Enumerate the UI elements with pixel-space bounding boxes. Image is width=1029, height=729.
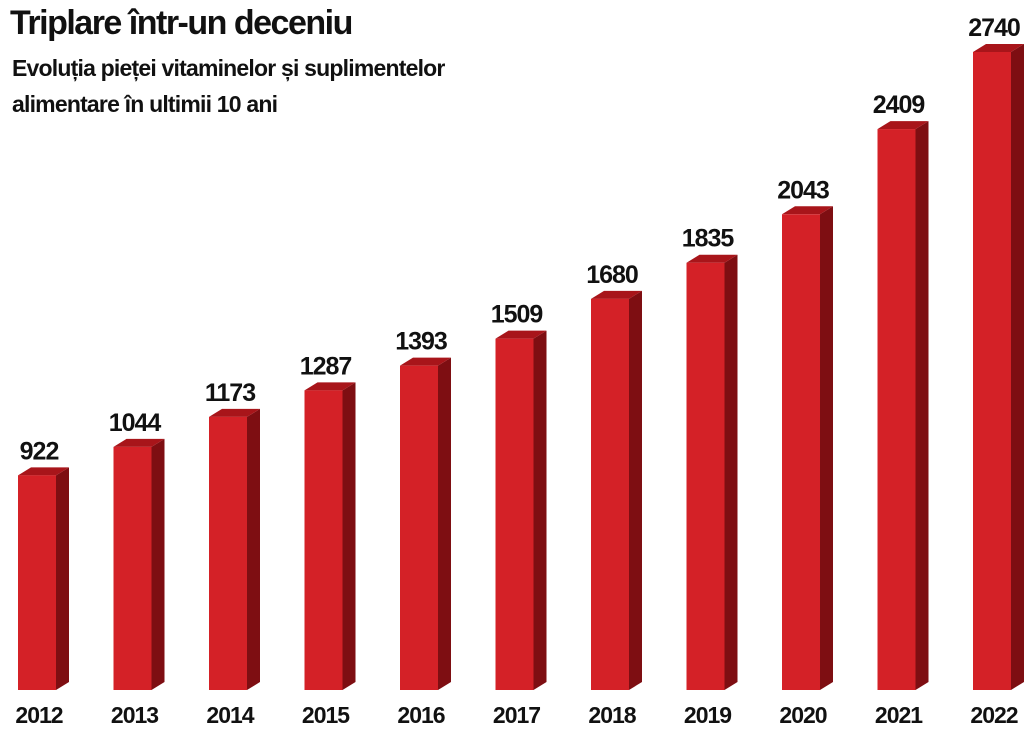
data-label: 2409 — [873, 91, 925, 119]
bar — [113, 438, 165, 690]
bar — [304, 382, 356, 690]
bar-side — [820, 206, 833, 690]
bar-front — [686, 262, 725, 690]
bar-side — [56, 467, 69, 690]
x-tick-label: 2013 — [111, 702, 158, 728]
bar-side — [247, 408, 260, 690]
data-label: 1287 — [300, 352, 352, 380]
bar — [877, 121, 929, 690]
bar-side — [915, 121, 929, 690]
bar-top — [686, 254, 738, 263]
chart-title: Triplare într-un deceniu — [10, 4, 352, 42]
data-label: 1835 — [682, 225, 735, 253]
bar-top — [113, 438, 165, 447]
bar-top — [400, 357, 451, 366]
data-label: 2740 — [968, 14, 1020, 42]
bar-top — [495, 330, 547, 339]
data-label: 1393 — [395, 328, 447, 356]
data-label: 1173 — [205, 379, 255, 407]
x-tick-label: 2014 — [206, 702, 254, 728]
bar-side — [342, 382, 356, 690]
x-tick-label: 2016 — [397, 702, 444, 728]
x-tick-label: 2021 — [875, 702, 923, 728]
x-tick-label: 2012 — [15, 702, 62, 728]
data-label: 922 — [20, 437, 59, 465]
bar-side — [724, 254, 738, 691]
bar-top — [782, 206, 833, 215]
bar — [18, 467, 69, 690]
bar-front — [209, 416, 247, 690]
bar-front — [400, 365, 438, 690]
bar — [495, 330, 547, 690]
bar-top — [877, 121, 929, 130]
data-label: 1044 — [109, 409, 162, 437]
bar — [973, 44, 1024, 690]
bar-side — [533, 330, 547, 690]
bar-top — [304, 382, 356, 391]
bar-front — [877, 129, 916, 690]
chart-subtitle: Evoluția pieței vitaminelor și supliment… — [12, 55, 445, 82]
bar-front — [495, 338, 534, 690]
bar-top — [591, 290, 642, 299]
x-tick-label: 2015 — [302, 702, 350, 728]
bar-top — [18, 467, 69, 476]
bar-side — [629, 290, 642, 690]
x-tick-label: 2022 — [970, 702, 1017, 728]
bar-front — [591, 298, 629, 690]
chart-subtitle: alimentare în ultimii 10 ani — [12, 91, 277, 117]
bar — [209, 408, 260, 690]
data-label: 2043 — [777, 176, 829, 204]
bar-top — [973, 44, 1024, 52]
bar-front — [782, 214, 820, 690]
x-tick-label: 2019 — [684, 702, 731, 728]
bar — [591, 290, 642, 690]
bar-front — [18, 475, 56, 690]
data-label: 1680 — [586, 261, 638, 289]
bar-side — [151, 438, 165, 690]
bar-front — [113, 446, 152, 690]
x-tick-label: 2017 — [493, 702, 540, 728]
bar — [782, 206, 833, 690]
x-tick-label: 2018 — [588, 702, 636, 728]
bar — [400, 357, 451, 690]
bar-top — [209, 408, 260, 417]
bar-front — [304, 390, 343, 690]
x-tick-label: 2020 — [779, 702, 826, 728]
bar — [686, 254, 738, 691]
bar-side — [438, 357, 451, 690]
data-label: 1509 — [491, 301, 543, 329]
bar-side — [1011, 44, 1024, 690]
bar-front — [973, 52, 1011, 690]
